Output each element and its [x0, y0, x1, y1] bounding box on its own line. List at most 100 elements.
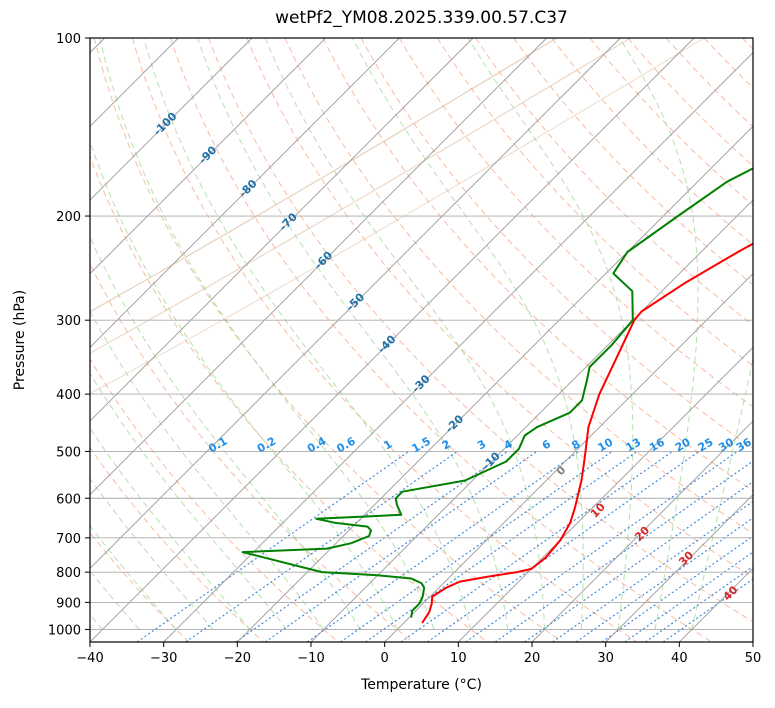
- moist-adiabat: [90, 310, 324, 630]
- profiles: [241, 167, 753, 624]
- mixing-ratio-line: [136, 450, 410, 642]
- dry-adiabat: [90, 155, 488, 642]
- y-tick-label: 400: [56, 388, 81, 403]
- isotherm: [90, 38, 695, 642]
- x-tick-label: −10: [297, 651, 324, 666]
- mixing-ratio-label: 1.5: [410, 434, 433, 455]
- x-tick-label: 50: [745, 651, 762, 666]
- moist-adiabat: [90, 372, 288, 630]
- dry-adiabat: [284, 38, 753, 535]
- moist-adiabat: [90, 524, 177, 630]
- axes: −40 −30 −20 −10 0 10 20 30 40 5010020030040050060…: [48, 32, 761, 666]
- isotherm: [310, 199, 753, 642]
- isotherm-label: -100: [151, 110, 180, 139]
- y-tick-label: 300: [56, 314, 81, 329]
- moist-adiabat: [467, 38, 634, 630]
- isotherm: [90, 38, 105, 54]
- mixing-ratio-label: 2: [440, 437, 453, 452]
- isotherm: [90, 38, 547, 496]
- moist-adiabat: [90, 570, 140, 630]
- x-tick-label: 30: [597, 651, 614, 666]
- dry-adiabat: [589, 38, 753, 206]
- mixing-ratio-line: [524, 481, 753, 642]
- auxiliary-curve: [90, 38, 557, 313]
- isotherm: [90, 38, 474, 422]
- isotherm: [163, 52, 753, 642]
- isotherm: [679, 567, 753, 642]
- isotherm-label: -20: [443, 412, 466, 435]
- dry-adiabat: [246, 38, 753, 578]
- mixing-ratio-label: 0.1: [206, 434, 229, 455]
- x-tick-label: 40: [671, 651, 688, 666]
- dry-adiabat: [170, 38, 712, 642]
- mixing-ratio-line: [235, 450, 508, 642]
- line-labels: -100-90-80-70-60-50-40-30-20-10 010203040…: [151, 110, 754, 604]
- x-tick-label: 10: [450, 651, 467, 666]
- dry-adiabat-label: 20: [632, 524, 652, 544]
- y-tick-label: 800: [56, 566, 81, 581]
- dry-adiabat: [93, 38, 563, 642]
- mixing-ratio-line: [307, 450, 580, 642]
- temperature-profile-line: [421, 242, 753, 624]
- y-tick-label: 200: [56, 210, 81, 225]
- y-tick-label: 1000: [48, 623, 81, 638]
- dry-adiabat: [398, 38, 753, 408]
- isotherm-label: -60: [312, 249, 335, 272]
- mixing-ratio-line: [494, 460, 753, 642]
- mixing-ratio-line: [624, 551, 753, 642]
- mixing-ratio-line: [601, 535, 753, 642]
- auxiliary-curve: [90, 38, 705, 395]
- moist-adiabat: [143, 38, 472, 630]
- dry-adiabat: [90, 446, 264, 642]
- auxiliary-curve: [90, 38, 631, 354]
- mixing-ratio-label: 0.4: [305, 434, 329, 455]
- dry-adiabat-label: 30: [676, 548, 696, 568]
- dry-adiabat: [322, 38, 753, 492]
- mixing-ratio-line: [365, 450, 638, 642]
- x-tick-label: 20: [524, 651, 541, 666]
- moist-adiabat: [90, 477, 214, 630]
- isotherm: [90, 38, 326, 275]
- x-axis-label: Temperature (°C): [361, 677, 482, 693]
- mixing-ratio-label: 8: [569, 437, 582, 452]
- x-tick-label: 0: [381, 651, 389, 666]
- isotherm: [531, 420, 753, 642]
- isotherm: [90, 38, 621, 569]
- moist-adiabat: [99, 38, 435, 630]
- mixing-ratio-line: [400, 450, 673, 642]
- dry-adiabat: [90, 358, 339, 642]
- mixing-ratio-line: [465, 450, 738, 642]
- moist-adiabat: [619, 38, 699, 630]
- isotherm-label: -30: [409, 372, 432, 395]
- moist-adiabat: [90, 139, 398, 630]
- isotherm: [752, 641, 753, 642]
- isotherm: [384, 273, 753, 642]
- moist-adiabat: [352, 38, 584, 630]
- moist-adiabat: [197, 38, 509, 630]
- dry-adiabat: [90, 262, 414, 642]
- dewpoint-profile-line: [241, 167, 753, 618]
- mixing-ratio-label: 1: [382, 437, 395, 452]
- background-lines: [90, 38, 753, 642]
- isotherm: [605, 494, 753, 642]
- isotherm-label: -10: [480, 449, 503, 472]
- dry-adiabat: [703, 38, 753, 89]
- dry-adiabat: [742, 38, 753, 50]
- mixing-ratio-line: [340, 450, 613, 642]
- isotherm-label: -90: [196, 143, 219, 166]
- mixing-ratio-line: [662, 578, 753, 642]
- mixing-ratio-label: 0.6: [334, 434, 358, 455]
- dry-adiabat: [551, 38, 753, 246]
- mixing-ratio-line: [575, 517, 753, 642]
- mixing-ratio-line: [265, 450, 538, 642]
- isotherm: [237, 125, 753, 642]
- y-tick-label: 700: [56, 532, 81, 547]
- x-tick-label: −20: [224, 651, 251, 666]
- moist-adiabat: [90, 613, 103, 630]
- isotherm: [0, 38, 31, 642]
- isotherm: [90, 38, 253, 201]
- moist-adiabat: [90, 235, 361, 630]
- isotherm-label: -80: [236, 177, 259, 200]
- dry-adiabat: [436, 38, 753, 367]
